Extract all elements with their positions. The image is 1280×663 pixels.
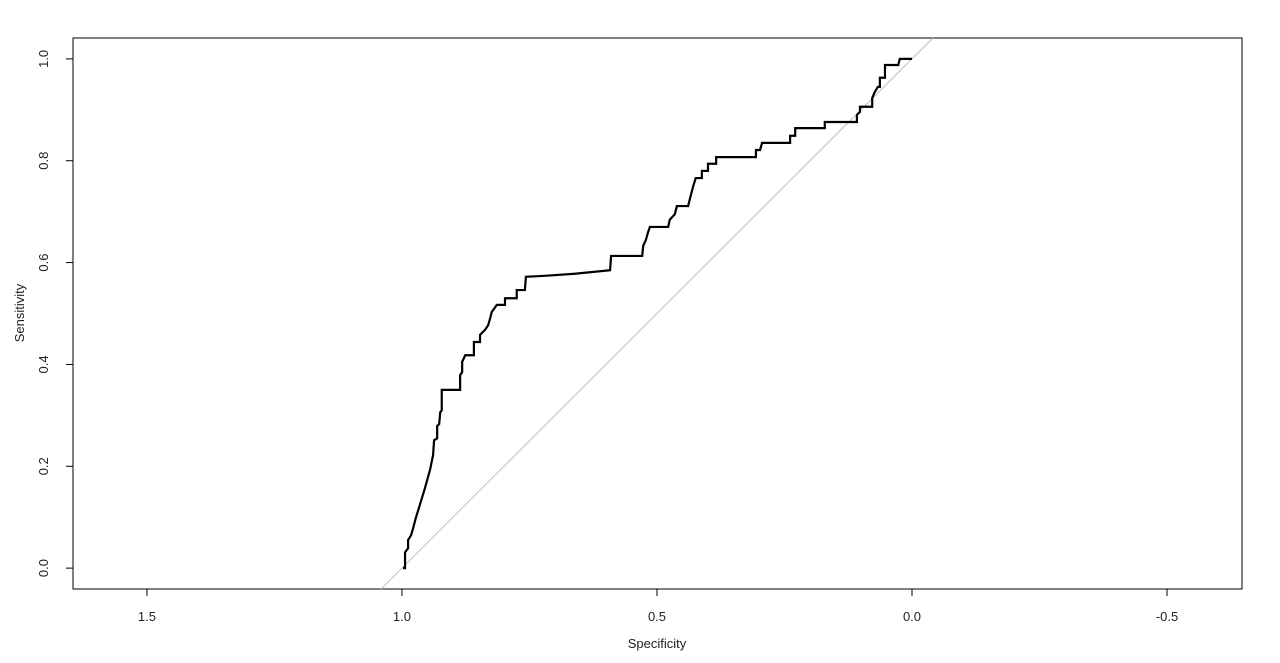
x-tick-label: -0.5 xyxy=(1156,609,1178,624)
roc-curve xyxy=(402,57,913,570)
x-axis-label: Specificity xyxy=(628,636,687,651)
y-tick-label: 1.0 xyxy=(36,50,51,68)
y-tick-label: 0.4 xyxy=(36,355,51,373)
y-axis-label: Sensitivity xyxy=(12,283,27,342)
y-tick-label: 0.6 xyxy=(36,254,51,272)
diagonal-line xyxy=(380,37,934,590)
x-tick-label: 1.0 xyxy=(393,609,411,624)
y-tick-label: 0.8 xyxy=(36,152,51,170)
x-tick-label: 0.5 xyxy=(648,609,666,624)
x-tick-label: 1.5 xyxy=(138,609,156,624)
y-tick-label: 0.0 xyxy=(36,559,51,577)
y-tick-label: 0.2 xyxy=(36,457,51,475)
x-tick-label: 0.0 xyxy=(903,609,921,624)
